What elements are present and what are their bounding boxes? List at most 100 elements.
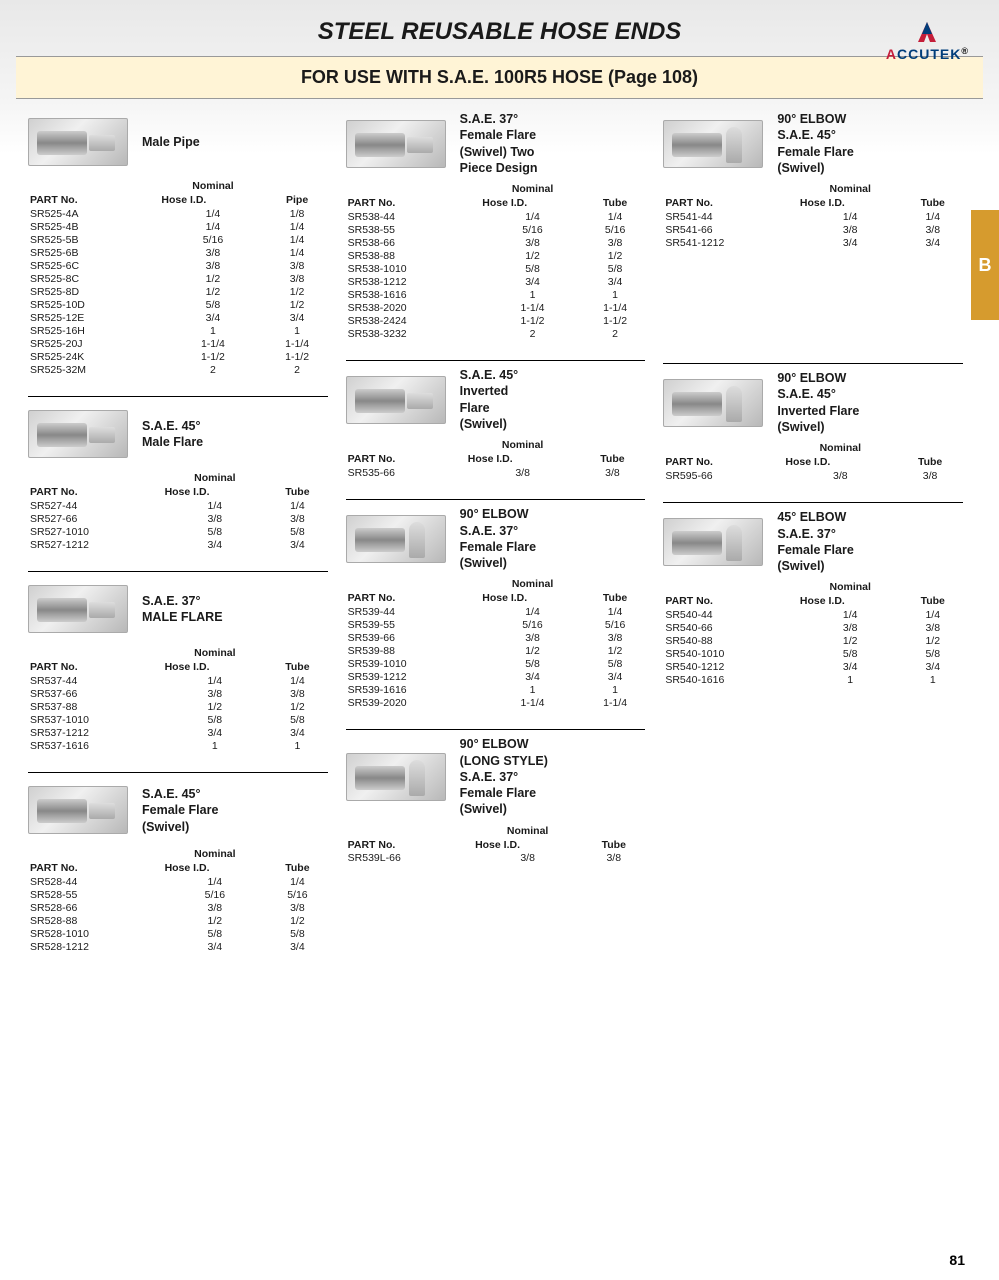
- divider: [28, 571, 328, 572]
- product-image: [28, 118, 128, 166]
- parts-table: PART No.NominalHose I.D.TubeSR538-441/41…: [346, 182, 646, 340]
- logo-rest: CCUTEK: [897, 46, 961, 62]
- section-90elbow-sae45-inverted: 90° ELBOWS.A.E. 45°Inverted Flare(Swivel…: [663, 370, 963, 482]
- product-image: [28, 410, 128, 458]
- table-row: SR539-441/41/4: [346, 605, 646, 618]
- table-row: SR525-12E3/43/4: [28, 311, 328, 324]
- section-male-pipe: Male Pipe PART No.NominalHose I.D.PipeSR5…: [28, 111, 328, 376]
- section-title: S.A.E. 37°Female Flare(Swivel) TwoPiece …: [460, 111, 538, 176]
- section-sae45-inverted-flare: S.A.E. 45°InvertedFlare(Swivel)PART No.N…: [346, 367, 646, 479]
- table-row: SR528-881/21/2: [28, 915, 328, 928]
- table-row: SR541-441/41/4: [663, 210, 963, 223]
- table-row: SR538-12123/43/4: [346, 275, 646, 288]
- table-row: SR525-32M22: [28, 363, 328, 376]
- table-row: SR527-10105/85/8: [28, 525, 328, 538]
- section-title: 90° ELBOW(LONG STYLE)S.A.E. 37°Female Fl…: [460, 736, 548, 817]
- page-title: STEEL REUSABLE HOSE ENDS: [0, 18, 999, 46]
- table-row: SR538-555/165/16: [346, 223, 646, 236]
- parts-table: PART No.NominalHose I.D.TubeSR528-441/41…: [28, 847, 328, 953]
- section-45elbow-sae37-female: 45° ELBOWS.A.E. 37°Female Flare(Swivel)P…: [663, 509, 963, 686]
- table-row: SR528-10105/85/8: [28, 928, 328, 941]
- parts-table: PART No.NominalHose I.D.TubeSR541-441/41…: [663, 182, 963, 249]
- table-row: SR540-881/21/2: [663, 634, 963, 647]
- divider: [346, 729, 646, 730]
- table-row: SR537-441/41/4: [28, 674, 328, 687]
- divider: [663, 363, 963, 364]
- table-row: SR525-16H11: [28, 324, 328, 337]
- divider: [346, 360, 646, 361]
- table-row: SR539-555/165/16: [346, 618, 646, 631]
- table-row: SR528-12123/43/4: [28, 941, 328, 954]
- section-title: S.A.E. 45°Female Flare(Swivel): [142, 786, 218, 835]
- table-row: SR535-663/83/8: [346, 466, 646, 479]
- brand-logo: ACCUTEK®: [886, 20, 969, 62]
- table-row: SR539-10105/85/8: [346, 657, 646, 670]
- table-row: SR528-663/83/8: [28, 902, 328, 915]
- table-row: SR540-441/41/4: [663, 608, 963, 621]
- table-row: SR540-663/83/8: [663, 621, 963, 634]
- divider: [346, 499, 646, 500]
- table-row: SR541-12123/43/4: [663, 236, 963, 249]
- product-image: [663, 518, 763, 566]
- table-row: SR538-323222: [346, 327, 646, 340]
- table-row: SR525-4A1/41/8: [28, 207, 328, 220]
- section-tab: B: [971, 210, 999, 320]
- section-title: S.A.E. 37°MALE FLARE: [142, 593, 223, 626]
- table-row: SR537-881/21/2: [28, 700, 328, 713]
- table-row: SR528-441/41/4: [28, 876, 328, 889]
- table-row: SR525-24K1-1/21-1/2: [28, 350, 328, 363]
- column-2: S.A.E. 37°Female Flare(Swivel) TwoPiece …: [346, 111, 646, 972]
- parts-table: PART No.NominalHose I.D.TubeSR527-441/41…: [28, 471, 328, 551]
- parts-table: PART No.NominalHose I.D.TubeSR539-441/41…: [346, 577, 646, 709]
- table-row: SR540-12123/43/4: [663, 660, 963, 673]
- section-90elbow-sae45-female: 90° ELBOWS.A.E. 45°Female Flare(Swivel)P…: [663, 111, 963, 249]
- table-row: SR537-663/83/8: [28, 687, 328, 700]
- parts-table: PART No.NominalHose I.D.TubeSR537-441/41…: [28, 646, 328, 752]
- product-image: [346, 515, 446, 563]
- table-row: SR527-12123/43/4: [28, 538, 328, 551]
- divider: [28, 772, 328, 773]
- parts-table: PART No.NominalHose I.D.TubeSR539L-663/8…: [346, 824, 646, 865]
- table-row: SR539-161611: [346, 683, 646, 696]
- section-sae37-male-flare: S.A.E. 37°MALE FLARE PART No.NominalHose …: [28, 578, 328, 752]
- table-row: SR595-663/83/8: [663, 469, 963, 482]
- table-row: SR525-20J1-1/41-1/4: [28, 337, 328, 350]
- product-image: [663, 379, 763, 427]
- table-row: SR525-5B5/161/4: [28, 233, 328, 246]
- product-image: [663, 120, 763, 168]
- product-image: [346, 120, 446, 168]
- table-row: SR539-12123/43/4: [346, 670, 646, 683]
- section-sae45-female-flare: S.A.E. 45°Female Flare(Swivel) PART No.No…: [28, 779, 328, 953]
- product-image: [346, 753, 446, 801]
- table-row: SR538-441/41/4: [346, 210, 646, 223]
- section-title: 45° ELBOWS.A.E. 37°Female Flare(Swivel): [777, 509, 853, 574]
- table-row: SR539L-663/83/8: [346, 852, 646, 865]
- table-row: SR525-6B3/81/4: [28, 246, 328, 259]
- section-title: S.A.E. 45°InvertedFlare(Swivel): [460, 367, 519, 432]
- section-title: 90° ELBOWS.A.E. 45°Female Flare(Swivel): [777, 111, 853, 176]
- section-sae37-female-flare-2pc: S.A.E. 37°Female Flare(Swivel) TwoPiece …: [346, 111, 646, 340]
- table-row: SR525-6C3/83/8: [28, 259, 328, 272]
- table-row: SR527-441/41/4: [28, 499, 328, 512]
- table-row: SR525-10D5/81/2: [28, 298, 328, 311]
- table-row: SR537-12123/43/4: [28, 726, 328, 739]
- section-title: 90° ELBOWS.A.E. 37°Female Flare(Swivel): [460, 506, 536, 571]
- section-title: S.A.E. 45°Male Flare: [142, 418, 203, 451]
- section-title: Male Pipe: [142, 134, 200, 150]
- product-image: [28, 585, 128, 633]
- table-row: SR528-555/165/16: [28, 889, 328, 902]
- table-row: SR538-24241-1/21-1/2: [346, 314, 646, 327]
- table-row: SR540-10105/85/8: [663, 647, 963, 660]
- parts-table: PART No.NominalHose I.D.PipeSR525-4A1/41…: [28, 179, 328, 376]
- table-row: SR539-663/83/8: [346, 631, 646, 644]
- table-row: SR537-161611: [28, 739, 328, 752]
- table-row: SR525-8D1/21/2: [28, 285, 328, 298]
- table-row: SR525-4B1/41/4: [28, 220, 328, 233]
- parts-table: PART No.NominalHose I.D.TubeSR540-441/41…: [663, 580, 963, 686]
- table-row: SR538-881/21/2: [346, 249, 646, 262]
- page-number: 81: [949, 1252, 965, 1268]
- table-row: SR541-663/83/8: [663, 223, 963, 236]
- logo-letter-a: A: [886, 46, 897, 62]
- table-row: SR538-663/83/8: [346, 236, 646, 249]
- table-row: SR539-881/21/2: [346, 644, 646, 657]
